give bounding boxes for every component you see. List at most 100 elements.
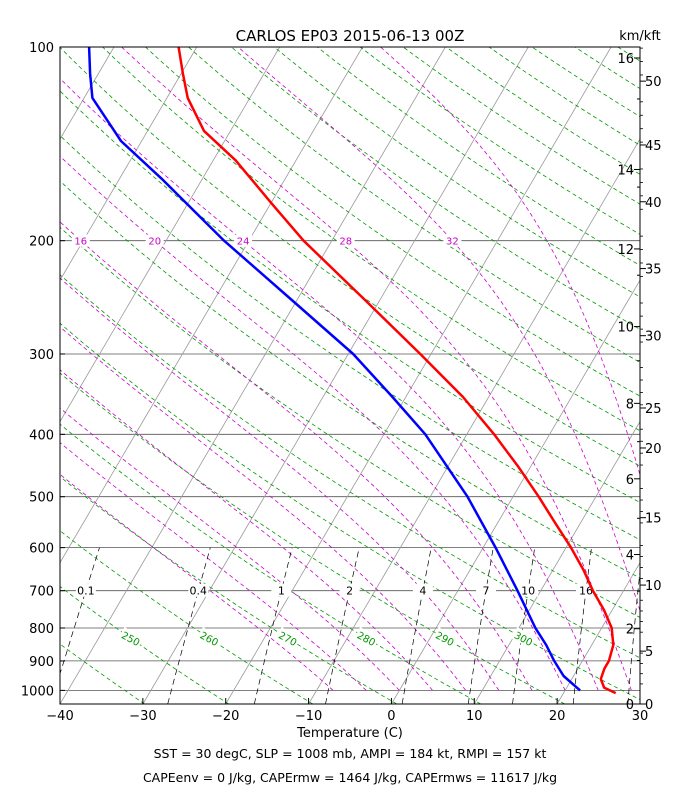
dry-adiabat-line: [359, 47, 640, 235]
pressure-axis-label: 1000: [21, 684, 54, 699]
x-axis-tick-label: 30: [632, 709, 649, 724]
isotherm-line: [473, 420, 640, 704]
moist-adiabat-label-bg: [145, 234, 164, 247]
x-axis-tick-label: −10: [295, 709, 322, 724]
height-axis-label: km/kft: [619, 29, 661, 44]
dry-adiabat-label-bg: [275, 626, 301, 649]
mixing-ratio-label: 1: [278, 585, 285, 598]
pressure-axis-label: 700: [29, 585, 54, 600]
dry-adiabat-line: [402, 47, 640, 205]
mixing-ratio-label: 0.1: [77, 585, 95, 598]
kft-axis-label: 25: [645, 402, 662, 417]
moist-adiabat-line: [60, 221, 533, 691]
temperature-profile-line: [177, 47, 617, 695]
mixing-ratio-line: [512, 547, 536, 704]
mixing-ratio-label: 7: [483, 585, 490, 598]
mixing-ratio-line: [60, 547, 100, 675]
x-axis-tick-label: 0: [387, 709, 395, 724]
km-axis-label: 8: [626, 397, 634, 412]
sounding-profiles: [87, 47, 617, 695]
kft-axis-label: 50: [645, 75, 662, 90]
moist-adiabat-line: [60, 77, 599, 691]
dry-adiabat-line: [231, 47, 640, 330]
dewpoint-profile-line: [87, 47, 581, 692]
moist-adiabats: [60, 47, 640, 691]
dry-adiabat-label-bg: [511, 626, 537, 649]
x-axis-tick-label: 20: [549, 709, 566, 724]
dry-adiabat-label-bg: [354, 626, 380, 649]
kft-axis-label: 20: [645, 442, 662, 457]
mixing-ratio-line: [401, 547, 432, 704]
pressure-axis-label: 500: [29, 491, 54, 506]
moist-adiabat-label: 20: [148, 237, 161, 248]
mixing-ratio-label-bg: [188, 583, 209, 597]
isotherm-line: [60, 47, 446, 704]
kft-axis-label: 45: [645, 139, 662, 154]
moist-adiabat-line: [60, 277, 500, 691]
x-axis-tick-label: −20: [212, 709, 239, 724]
moist-adiabat-label-bg: [443, 234, 462, 247]
mixing-ratio-label-bg: [271, 583, 292, 597]
dry-adiabat-line: [60, 530, 313, 704]
km-axis-label: 12: [617, 243, 634, 258]
moist-adiabat-label-bg: [71, 234, 90, 247]
mixing-ratio-label: 2: [346, 585, 353, 598]
x-axis-label: Temperature (C): [296, 726, 403, 741]
kft-axis-label: 15: [645, 512, 662, 527]
moist-adiabat-line: [60, 155, 566, 691]
mixing-ratio-label: 10: [521, 585, 535, 598]
isotherm-line: [60, 47, 198, 281]
moist-adiabat-label: 32: [446, 237, 459, 248]
pressure-axis-label: 900: [29, 655, 54, 670]
dry-adiabat-line: [661, 47, 700, 704]
mixing-ratio-line: [467, 547, 494, 704]
x-axis-tick-label: −30: [129, 709, 156, 724]
moist-adiabat-line: [237, 47, 640, 612]
pressure-axis-label: 100: [29, 41, 54, 56]
isotherm-line: [60, 47, 281, 423]
isotherm-line: [0, 47, 31, 704]
moist-adiabat-line: [60, 326, 467, 691]
dry-adiabat-line: [60, 47, 640, 467]
kft-axis-label: 10: [645, 579, 662, 594]
moist-adiabat-label: 28: [339, 237, 352, 248]
moist-adiabat-line: [60, 407, 400, 691]
mixing-ratio-label-bg: [339, 583, 360, 597]
axes: −40 −30 −20 −10 0 10 20 30100090080070060050040…: [21, 41, 662, 724]
mixing-ratio-label-bg: [75, 583, 96, 597]
pressure-axis-label: 400: [29, 428, 54, 443]
kft-axis-label: 35: [645, 263, 662, 278]
isotherm-line: [308, 138, 640, 704]
dry-adiabat-label-bg: [196, 626, 223, 649]
kft-axis-label: 5: [645, 645, 653, 660]
dry-adiabat-line: [60, 585, 229, 704]
mixing-ratio-label-bg: [476, 583, 496, 597]
x-axis-tick-label: −40: [46, 709, 73, 724]
dry-adiabat-line: [60, 134, 640, 541]
km-axis-label: 14: [617, 164, 634, 179]
mixing-ratio-label: 16: [579, 585, 593, 598]
isotherm-line: [556, 561, 640, 704]
dry-adiabat-line: [145, 47, 640, 397]
mixing-ratio-label: 0.4: [190, 585, 208, 598]
moist-adiabat-label: 16: [74, 237, 87, 248]
dry-adiabat-label-bg: [432, 626, 459, 649]
mixing-ratio-line: [253, 547, 293, 704]
mixing-ratio-line: [325, 547, 360, 704]
pressure-axis-label: 800: [29, 622, 54, 637]
moist-adiabat-line: [60, 369, 433, 691]
km-axis-label: 16: [617, 52, 634, 67]
moist-adiabat-label-bg: [234, 234, 253, 247]
footer-line-1: SST = 30 degC, SLP = 1008 mb, AMPI = 184…: [153, 746, 547, 761]
plot-frame: [59, 46, 641, 705]
kft-axis-label: 40: [645, 196, 662, 211]
x-axis-tick-label: 10: [466, 709, 483, 724]
pressure-axis-label: 600: [29, 542, 54, 557]
moist-adiabat-line: [60, 473, 334, 691]
km-axis-label: 0: [626, 698, 634, 713]
dry-adiabat-label-bg: [118, 626, 144, 649]
chart-title: CARLOS EP03 2015-06-13 00Z: [236, 27, 465, 45]
moist-adiabat-line: [121, 47, 632, 691]
km-axis-label: 4: [626, 549, 634, 564]
